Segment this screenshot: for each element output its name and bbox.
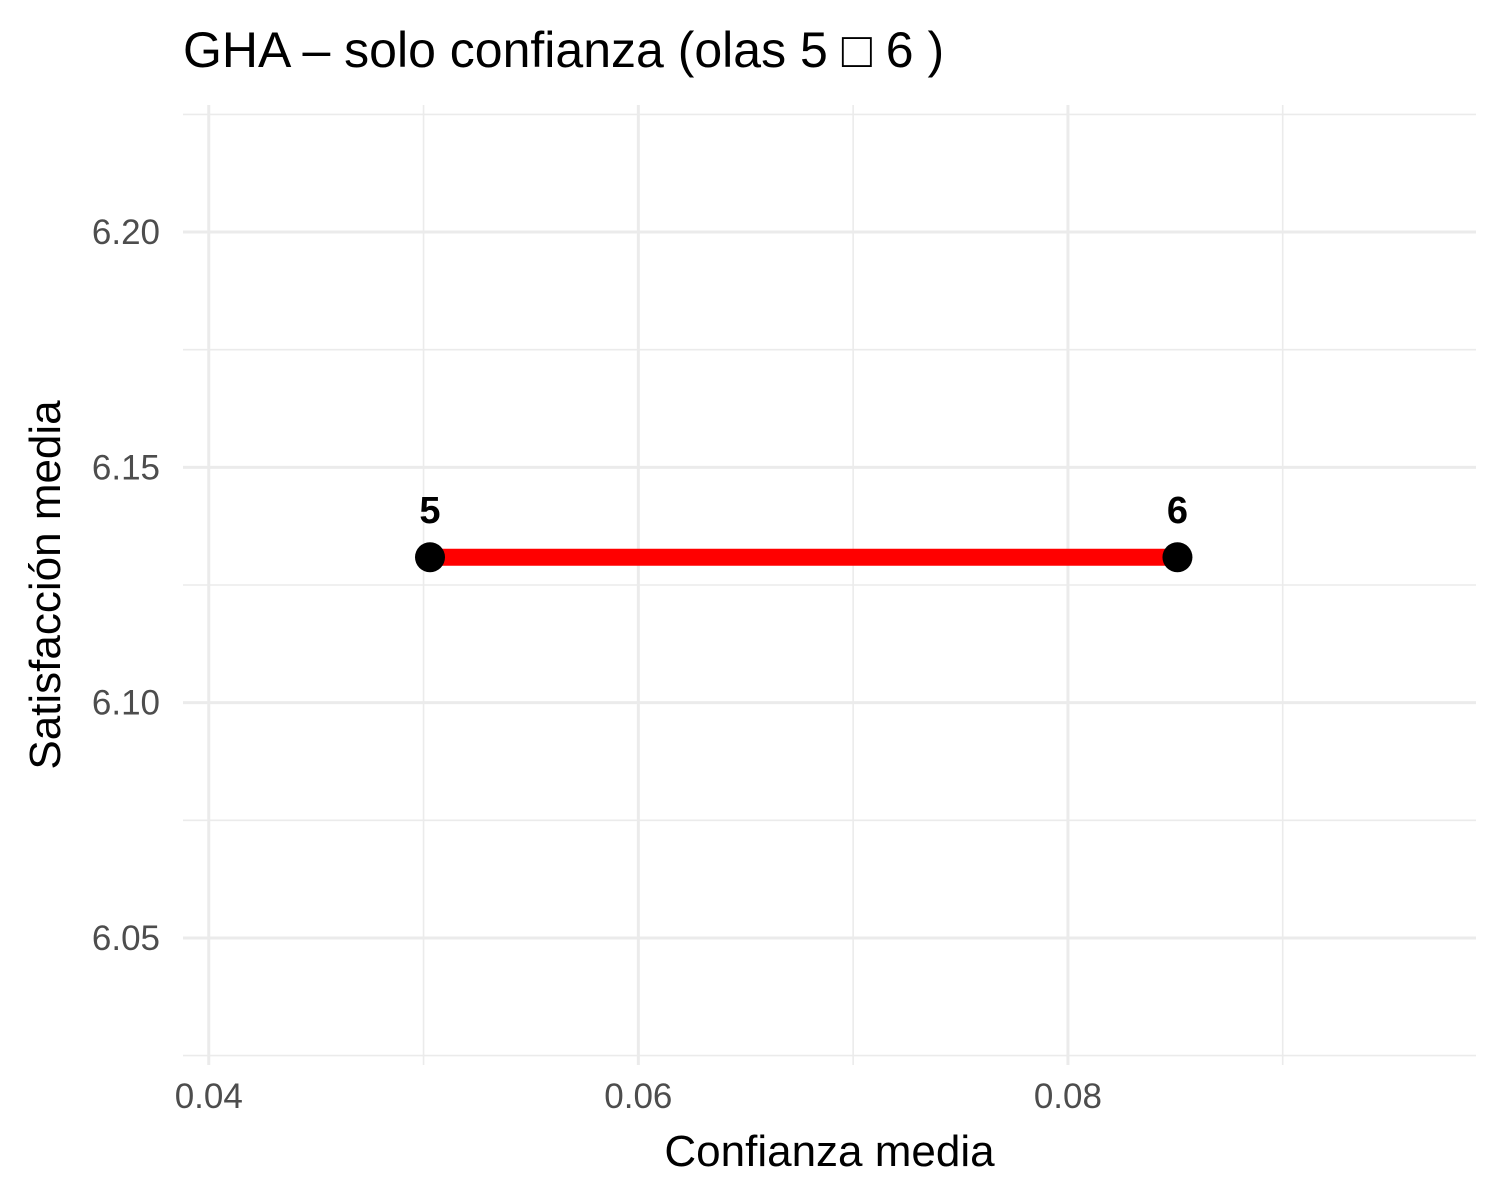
- chart-title: GHA – solo confianza (olas 5 □ 6 ): [183, 22, 944, 78]
- y-tick-label: 6.15: [92, 448, 160, 487]
- x-axis-title: Confianza media: [664, 1127, 995, 1176]
- point-label: 6: [1167, 490, 1188, 532]
- y-axis-title: Satisfacción media: [21, 400, 70, 770]
- grid: [183, 105, 1476, 1065]
- data-point: [415, 542, 446, 573]
- series-layer: [415, 542, 1193, 573]
- point-label: 5: [419, 490, 440, 532]
- tick-labels: 0.04 0.06 0.08 6.05 6.10 6.15 6.20: [92, 213, 1102, 1116]
- x-tick-label: 0.04: [175, 1077, 243, 1116]
- y-tick-label: 6.20: [92, 213, 160, 252]
- data-point: [1162, 542, 1193, 573]
- y-tick-label: 6.05: [92, 919, 160, 958]
- x-tick-label: 0.08: [1034, 1077, 1102, 1116]
- x-tick-label: 0.06: [604, 1077, 672, 1116]
- y-tick-label: 6.10: [92, 684, 160, 723]
